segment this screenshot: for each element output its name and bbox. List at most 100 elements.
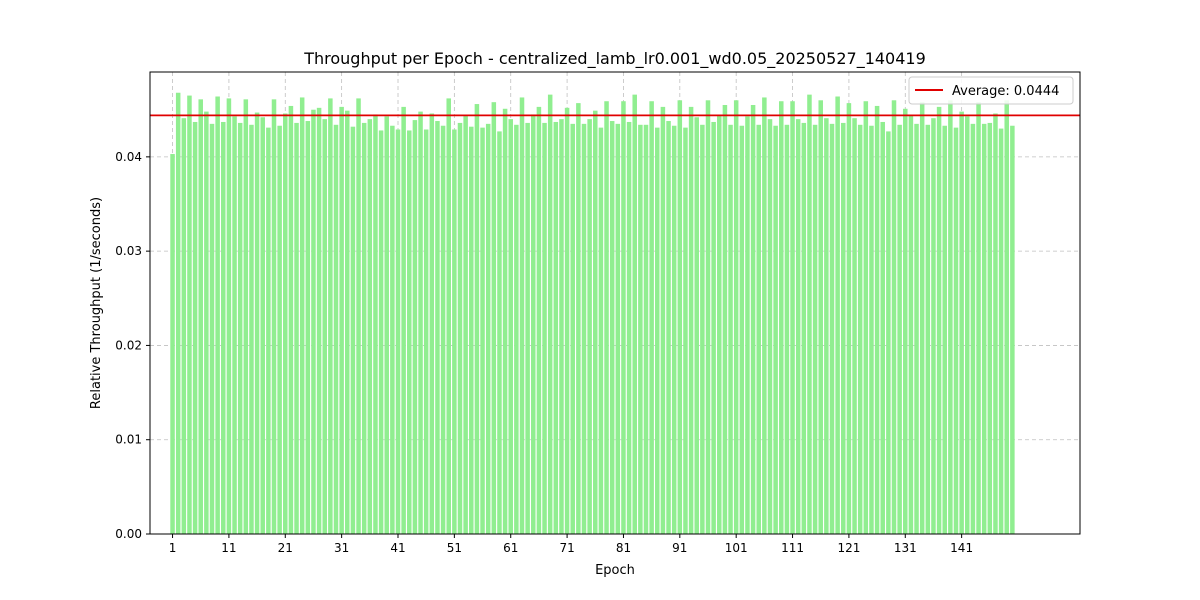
bar — [181, 118, 187, 534]
bar — [767, 119, 773, 535]
bar — [801, 122, 807, 535]
bars-layer — [170, 92, 1015, 535]
bar — [367, 119, 373, 535]
bar — [762, 97, 767, 534]
bar — [925, 124, 931, 535]
bar — [919, 102, 925, 535]
y-axis-label: Relative Throughput (1/seconds) — [89, 197, 104, 409]
bar — [970, 123, 976, 534]
bar — [249, 124, 254, 535]
bar — [976, 102, 981, 535]
bar — [322, 119, 327, 535]
bar — [412, 120, 418, 534]
bar — [621, 101, 626, 534]
bar — [536, 106, 542, 534]
bar — [378, 130, 384, 534]
bar — [232, 116, 237, 535]
bar — [795, 119, 801, 535]
bar — [198, 99, 203, 534]
bar — [277, 125, 282, 534]
bar — [700, 124, 705, 535]
bar — [294, 122, 299, 535]
bar — [671, 125, 677, 534]
bar — [852, 118, 857, 534]
bar — [497, 131, 502, 534]
bar — [581, 123, 587, 534]
bar — [632, 94, 637, 534]
bar — [598, 127, 604, 534]
bar — [981, 123, 987, 534]
bar — [959, 111, 964, 534]
bar — [688, 106, 694, 534]
bar — [897, 124, 902, 535]
bar — [643, 124, 649, 535]
bar — [328, 98, 333, 535]
bar — [429, 113, 435, 534]
bar — [666, 121, 671, 535]
ticks-layer: 0.000.010.020.030.041 11 21 31 41 51 61 71 81 91 1… — [115, 150, 973, 555]
bar — [874, 105, 880, 534]
bar — [311, 109, 316, 534]
bar — [525, 122, 530, 535]
bar — [390, 125, 395, 534]
x-tick-label: 121 — [837, 541, 860, 555]
bar — [570, 123, 575, 534]
bar — [807, 94, 812, 534]
x-tick-label: 101 — [725, 541, 748, 555]
bar — [908, 115, 914, 534]
bar — [593, 110, 598, 535]
legend-box — [908, 76, 1074, 105]
x-tick-label: 1 — [169, 541, 177, 555]
bar — [463, 115, 468, 534]
bar — [395, 129, 401, 534]
bar — [756, 124, 761, 535]
bar — [953, 127, 959, 534]
x-tick-label: 51 — [447, 541, 462, 555]
x-tick-label: 141 — [950, 541, 973, 555]
bar — [452, 129, 457, 534]
bar — [435, 121, 440, 535]
bar — [829, 123, 835, 534]
bar — [305, 121, 311, 535]
bar — [615, 123, 621, 534]
bar — [356, 98, 361, 535]
bar — [987, 122, 993, 535]
bar — [604, 101, 609, 534]
bar — [660, 106, 666, 534]
bar — [170, 154, 175, 534]
bar — [531, 114, 536, 534]
bar — [187, 95, 192, 535]
bar — [857, 124, 863, 535]
bar — [705, 100, 711, 535]
x-tick-label: 81 — [616, 541, 631, 555]
bar — [717, 115, 722, 534]
bar — [209, 123, 215, 534]
bar — [739, 125, 745, 534]
bar — [491, 102, 497, 535]
bar — [350, 126, 356, 534]
y-tick-label: 0.04 — [115, 150, 142, 164]
bar — [790, 101, 795, 534]
bar — [1010, 125, 1015, 534]
bar — [457, 122, 463, 535]
bar — [733, 100, 739, 535]
bar — [903, 108, 908, 535]
bar — [936, 106, 942, 534]
x-tick-label: 41 — [390, 541, 405, 555]
bar — [587, 119, 592, 535]
bar — [401, 106, 406, 534]
bar — [812, 124, 818, 535]
bar — [192, 121, 198, 534]
bar — [1004, 100, 1009, 535]
bar — [559, 119, 564, 535]
bar — [407, 130, 412, 534]
bar — [440, 125, 446, 534]
x-tick-label: 131 — [894, 541, 917, 555]
bar — [542, 122, 547, 535]
bar — [254, 112, 260, 535]
bar — [474, 104, 480, 535]
bar — [547, 94, 553, 534]
bar — [175, 92, 181, 534]
bar — [638, 124, 643, 535]
